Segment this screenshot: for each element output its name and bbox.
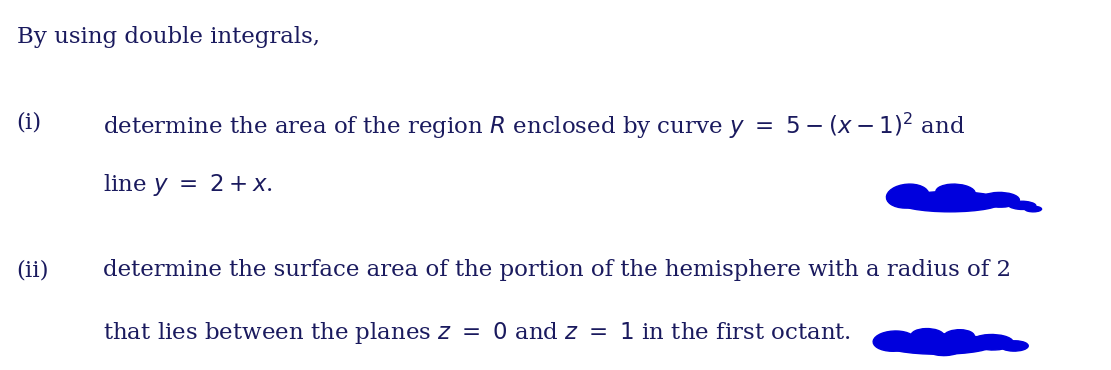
Ellipse shape [943,330,974,344]
Ellipse shape [931,347,958,356]
Ellipse shape [883,334,994,354]
Ellipse shape [1024,206,1042,212]
Text: line $y\ =\ 2+x$.: line $y\ =\ 2+x$. [103,172,273,198]
Ellipse shape [971,334,1013,350]
Text: (ii): (ii) [17,259,49,281]
Ellipse shape [1000,341,1029,351]
Text: determine the area of the region $\mathit{R}$ enclosed by curve $y\ =\ 5-(x-1)^2: determine the area of the region $\mathi… [103,111,965,141]
Ellipse shape [911,329,944,343]
Text: that lies between the planes $z\ =\ 0$ and $z\ =\ 1$ in the first octant.: that lies between the planes $z\ =\ 0$ a… [103,320,851,346]
Text: By using double integrals,: By using double integrals, [17,26,320,48]
Ellipse shape [980,192,1020,207]
Text: determine the surface area of the portion of the hemisphere with a radius of 2: determine the surface area of the portio… [103,259,1011,281]
Text: (i): (i) [17,111,42,133]
Ellipse shape [897,192,1002,212]
Ellipse shape [935,184,975,201]
Ellipse shape [873,331,915,351]
Ellipse shape [887,184,929,208]
Ellipse shape [1009,201,1035,209]
